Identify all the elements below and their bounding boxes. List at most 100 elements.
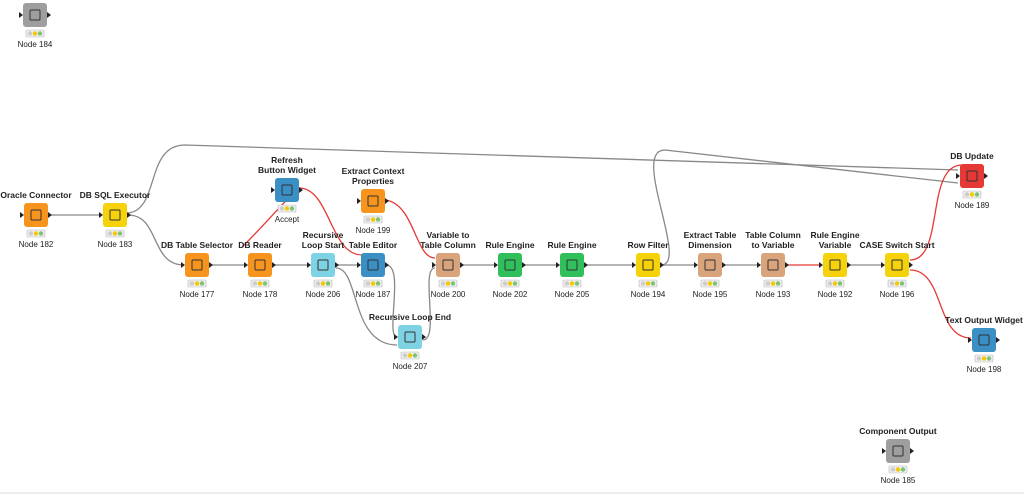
status-light xyxy=(895,467,901,472)
status-light xyxy=(702,281,708,286)
node-label: Node 195 xyxy=(693,290,728,299)
node-icon xyxy=(23,3,47,27)
node-glyph xyxy=(404,331,416,343)
node[interactable]: Rule Engine Node 205 xyxy=(547,240,596,299)
node-label: Node 185 xyxy=(881,476,916,485)
node-glyph xyxy=(29,9,41,21)
node-glyph xyxy=(30,209,42,221)
out-port xyxy=(299,187,303,193)
in-port xyxy=(181,262,185,268)
in-port xyxy=(19,12,23,18)
node[interactable]: Recursive Loop End Node 207 xyxy=(369,312,451,371)
node-icon xyxy=(103,203,127,227)
node-glyph xyxy=(978,334,990,346)
node-icon xyxy=(436,253,460,277)
status-light xyxy=(189,281,195,286)
status-light xyxy=(564,281,570,286)
node-title: Extract Table xyxy=(684,230,737,240)
node[interactable]: Node 184 xyxy=(18,3,53,49)
out-port xyxy=(722,262,726,268)
status-light xyxy=(33,231,39,236)
node-title: Properties xyxy=(352,176,394,186)
status-light xyxy=(837,281,843,286)
status-light xyxy=(512,281,518,286)
out-port xyxy=(785,262,789,268)
node-glyph xyxy=(892,445,904,457)
status-light xyxy=(117,231,123,236)
status-light xyxy=(981,356,987,361)
status-light xyxy=(707,281,713,286)
status-light xyxy=(899,281,905,286)
node-title: Rule Engine xyxy=(485,240,534,250)
node-glyph xyxy=(704,259,716,271)
in-port xyxy=(307,262,311,268)
out-port xyxy=(847,262,851,268)
node-label: Node 198 xyxy=(967,365,1002,374)
in-port xyxy=(20,212,24,218)
node-label: Node 192 xyxy=(818,290,853,299)
in-port xyxy=(968,337,972,343)
node-title: DB Update xyxy=(950,151,994,161)
status-light xyxy=(199,281,205,286)
status-light xyxy=(832,281,838,286)
status-light xyxy=(770,281,776,286)
status-light xyxy=(574,281,580,286)
node[interactable]: Table Editor Node 187 xyxy=(349,240,398,299)
status-light xyxy=(775,281,781,286)
node[interactable]: DB SQL Executor Node 183 xyxy=(80,190,151,249)
status-light xyxy=(407,353,413,358)
out-port xyxy=(127,212,131,218)
status-light xyxy=(320,281,326,286)
status-light xyxy=(964,192,970,197)
node-title: Rule Engine xyxy=(547,240,596,250)
out-port xyxy=(660,262,664,268)
node[interactable]: Text Output Widget Node 198 xyxy=(945,315,1023,374)
status-light xyxy=(569,281,575,286)
status-light xyxy=(440,281,446,286)
node[interactable]: Oracle Connector Node 182 xyxy=(0,190,72,249)
out-port xyxy=(385,198,389,204)
node-glyph xyxy=(767,259,779,271)
status-light xyxy=(284,206,290,211)
node[interactable]: Component Output Node 185 xyxy=(859,426,937,485)
status-light xyxy=(365,281,371,286)
status-light xyxy=(450,281,456,286)
node-label: Node 177 xyxy=(180,290,215,299)
node-title: Loop Start xyxy=(302,240,345,250)
variable-connection xyxy=(909,269,972,339)
status-light xyxy=(252,281,258,286)
node-label: Node 206 xyxy=(306,290,341,299)
node[interactable]: Rule Engine Node 202 xyxy=(485,240,534,299)
node-label: Node 199 xyxy=(356,226,391,235)
out-port xyxy=(909,262,913,268)
node[interactable]: DB Table Selector Node 177 xyxy=(161,240,234,299)
out-port xyxy=(335,262,339,268)
node-glyph xyxy=(254,259,266,271)
node[interactable]: Row Filter Node 194 xyxy=(627,240,669,299)
node[interactable]: CASE Switch Start Node 196 xyxy=(859,240,934,299)
node[interactable]: DB Reader Node 178 xyxy=(238,240,282,299)
node-icon xyxy=(698,253,722,277)
variable-connection xyxy=(385,199,436,259)
status-light xyxy=(502,281,508,286)
node-icon xyxy=(560,253,584,277)
node-label: Node 182 xyxy=(19,240,54,249)
node-icon xyxy=(761,253,785,277)
node[interactable]: DB Update Node 189 xyxy=(950,151,994,210)
node-title: Rule Engine xyxy=(810,230,859,240)
node-label: Node 183 xyxy=(98,240,133,249)
status-light xyxy=(889,281,895,286)
status-light xyxy=(375,281,381,286)
node-icon xyxy=(248,253,272,277)
in-port xyxy=(271,187,275,193)
status-light xyxy=(37,31,43,36)
status-light xyxy=(900,467,906,472)
status-light xyxy=(712,281,718,286)
